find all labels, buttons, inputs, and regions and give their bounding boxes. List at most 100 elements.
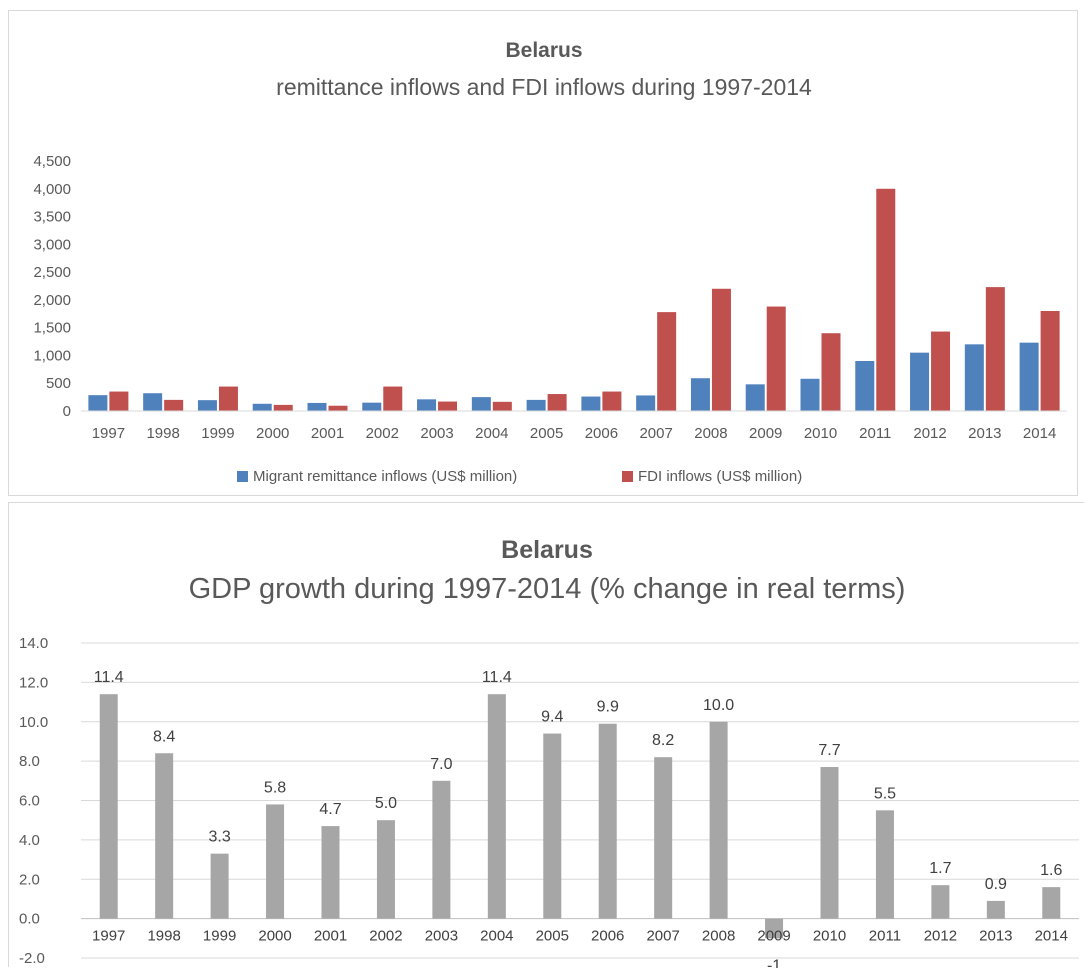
x-tick-label: 1998 bbox=[146, 425, 179, 442]
bar-fdi-2012 bbox=[931, 331, 951, 411]
y-tick-label: 0.0 bbox=[19, 911, 40, 928]
data-label: -1 bbox=[767, 957, 781, 968]
data-label: 10.0 bbox=[703, 697, 734, 714]
x-tick-label: 1998 bbox=[147, 928, 180, 945]
bar-gdp-2001 bbox=[321, 826, 340, 919]
legend: Migrant remittance inflows (US$ million)… bbox=[237, 468, 802, 485]
bar-fdi-2007 bbox=[657, 312, 677, 411]
x-tick-label: 2001 bbox=[314, 928, 347, 945]
x-tick-label: 2003 bbox=[420, 425, 453, 442]
x-tick-label: 2007 bbox=[646, 928, 679, 945]
y-axis-ticks: -2.0 0.0 2.0 4.0 6.0 8.0 10.0 12.0 14.0 bbox=[19, 635, 48, 967]
bar-gdp-2010 bbox=[820, 767, 839, 919]
bar-remittance-1999 bbox=[197, 400, 217, 411]
x-axis-ticks: 1997 1998 1999 2000 2001 2002 2003 2004 2005 2006… bbox=[92, 928, 1068, 945]
y-tick-label: 1,000 bbox=[33, 347, 71, 364]
chart-title: Belarus bbox=[505, 39, 582, 62]
bar-fdi-1998 bbox=[164, 399, 184, 411]
x-tick-label: 2013 bbox=[968, 425, 1001, 442]
y-axis-ticks: 0 500 1,000 1,500 2,000 2,500 3,000 3,500 4,000 4… bbox=[33, 153, 71, 420]
bar-gdp-2013 bbox=[986, 900, 1005, 919]
gdp-growth-chart-panel: Belarus GDP growth during 1997-2014 (% c… bbox=[8, 502, 1084, 968]
x-tick-label: 2003 bbox=[425, 928, 458, 945]
bars bbox=[88, 188, 1060, 411]
y-tick-label: 6.0 bbox=[19, 793, 40, 810]
bar-fdi-2003 bbox=[438, 401, 458, 411]
y-tick-label: 3,000 bbox=[33, 236, 71, 253]
data-label: 8.4 bbox=[153, 728, 175, 745]
bars bbox=[99, 694, 1061, 939]
bar-gdp-2006 bbox=[598, 723, 617, 919]
x-tick-label: 1999 bbox=[201, 425, 234, 442]
data-label: 9.4 bbox=[541, 709, 563, 726]
chart-title: Belarus bbox=[501, 536, 593, 564]
data-label: 7.7 bbox=[818, 742, 840, 759]
y-tick-label: 2,500 bbox=[33, 264, 71, 281]
bar-remittance-2006 bbox=[581, 396, 601, 411]
x-tick-label: 2008 bbox=[702, 928, 735, 945]
data-label: 1.6 bbox=[1040, 862, 1062, 879]
x-tick-label: 2010 bbox=[804, 425, 837, 442]
y-tick-label: 8.0 bbox=[19, 753, 40, 770]
bar-fdi-2014 bbox=[1040, 311, 1060, 411]
x-tick-label: 2012 bbox=[924, 928, 957, 945]
x-tick-label: 2007 bbox=[639, 425, 672, 442]
x-tick-label: 2001 bbox=[311, 425, 344, 442]
data-label: 11.4 bbox=[94, 669, 124, 686]
x-tick-label: 2009 bbox=[749, 425, 782, 442]
bar-remittance-2000 bbox=[252, 403, 272, 411]
x-tick-label: 1997 bbox=[92, 928, 125, 945]
bar-gdp-2012 bbox=[931, 885, 950, 919]
bar-fdi-2002 bbox=[383, 386, 403, 411]
x-tick-label: 2005 bbox=[530, 425, 563, 442]
y-tick-label: 500 bbox=[46, 375, 71, 392]
y-tick-label: 12.0 bbox=[19, 674, 48, 691]
y-tick-label: 0 bbox=[63, 403, 71, 420]
data-label: 1.7 bbox=[929, 860, 951, 877]
x-tick-label: 1997 bbox=[92, 425, 125, 442]
data-label: 7.0 bbox=[430, 756, 452, 773]
bar-remittance-1998 bbox=[143, 393, 163, 411]
data-label: 3.3 bbox=[208, 829, 230, 846]
bar-remittance-2014 bbox=[1019, 342, 1039, 411]
bar-gdp-2011 bbox=[875, 810, 894, 919]
bar-gdp-1999 bbox=[210, 853, 229, 919]
data-label: 5.5 bbox=[874, 785, 896, 802]
bar-gdp-2009 bbox=[765, 918, 784, 939]
bar-fdi-2011 bbox=[876, 188, 896, 411]
x-tick-label: 2004 bbox=[475, 425, 508, 442]
bar-remittance-2008 bbox=[690, 378, 710, 411]
remittance-fdi-chart-panel: Belarus remittance inflows and FDI inflo… bbox=[8, 10, 1078, 496]
bar-fdi-2004 bbox=[492, 401, 512, 411]
data-label: 5.0 bbox=[375, 795, 397, 812]
bar-remittance-2013 bbox=[964, 344, 984, 411]
remittance-fdi-chart: Belarus remittance inflows and FDI inflo… bbox=[33, 39, 1067, 485]
bar-fdi-2008 bbox=[711, 288, 731, 411]
legend-label-fdi: FDI inflows (US$ million) bbox=[638, 468, 802, 485]
bar-gdp-2003 bbox=[432, 780, 451, 919]
y-tick-label: 1,500 bbox=[33, 320, 71, 337]
x-tick-label: 2006 bbox=[591, 928, 624, 945]
x-tick-label: 2000 bbox=[258, 928, 291, 945]
bar-gdp-2005 bbox=[543, 733, 562, 919]
y-tick-label: 4.0 bbox=[19, 832, 40, 849]
data-label: 4.7 bbox=[319, 801, 341, 818]
bar-gdp-2002 bbox=[376, 820, 395, 919]
bar-fdi-2005 bbox=[547, 394, 567, 411]
data-label: 0.9 bbox=[985, 876, 1007, 893]
bar-gdp-2008 bbox=[709, 721, 728, 919]
bar-fdi-2010 bbox=[821, 333, 841, 411]
bar-remittance-2011 bbox=[855, 361, 875, 411]
chart-subtitle: remittance inflows and FDI inflows durin… bbox=[276, 74, 812, 100]
x-axis-ticks: 1997 1998 1999 2000 2001 2002 2003 2004 2005 2006… bbox=[92, 425, 1057, 442]
x-tick-label: 2002 bbox=[369, 928, 402, 945]
x-tick-label: 2000 bbox=[256, 425, 289, 442]
x-tick-label: 2006 bbox=[585, 425, 618, 442]
bar-remittance-1997 bbox=[88, 395, 108, 411]
bar-remittance-2007 bbox=[636, 395, 656, 411]
x-tick-label: 2008 bbox=[694, 425, 727, 442]
bar-remittance-2009 bbox=[745, 384, 765, 411]
x-tick-label: 2009 bbox=[757, 928, 790, 945]
bar-fdi-2009 bbox=[766, 306, 786, 411]
bar-fdi-1999 bbox=[218, 386, 238, 411]
